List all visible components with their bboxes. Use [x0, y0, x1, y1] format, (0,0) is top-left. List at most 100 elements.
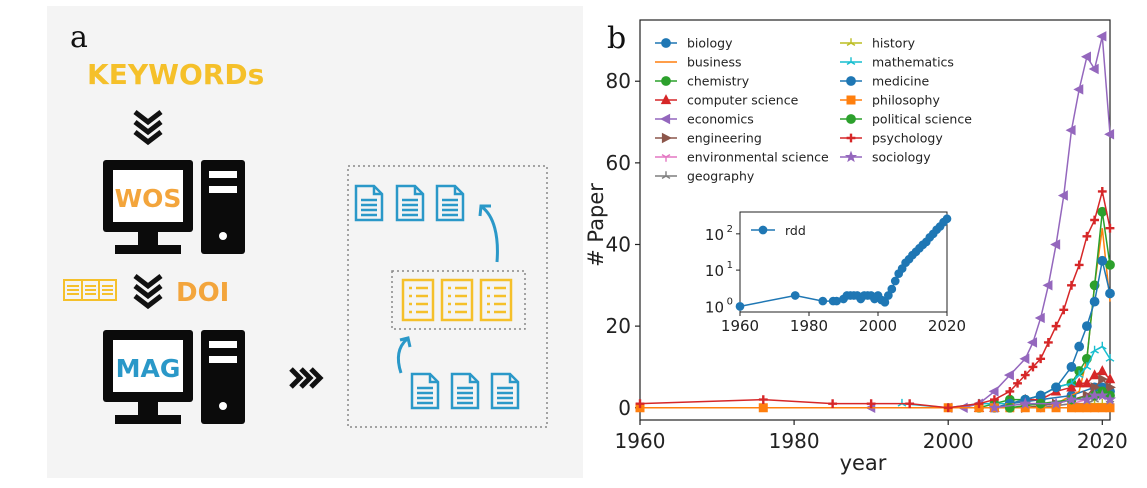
legend-entry: engineering [655, 131, 762, 146]
data-point [1105, 403, 1115, 413]
data-point [1020, 370, 1030, 380]
document-icons-bottom [410, 372, 520, 410]
legend-marker [660, 94, 672, 105]
data-point [1051, 321, 1061, 331]
chevron-down-icon [133, 274, 163, 310]
inset-legend-entry: rdd [751, 223, 806, 238]
y-tick-label: 60 [606, 151, 631, 175]
legend-entry: business [655, 55, 741, 70]
document-icon [435, 184, 465, 222]
inset-y-tick-label: 10 [705, 262, 724, 280]
data-point [1027, 337, 1038, 348]
inset-data-point [887, 284, 897, 294]
data-point [1081, 377, 1093, 388]
data-point [1042, 280, 1053, 291]
chart-panel: b 1960 1980 2000 2020 0 20 40 60 80 biology busin… [584, 0, 1147, 484]
data-point [1049, 397, 1063, 409]
data-point [1080, 393, 1093, 405]
workflow-panel: a KEYWORDs WOS DOI [47, 6, 583, 478]
panel-a-label: a [70, 20, 88, 55]
data-point [1019, 353, 1030, 365]
inset-x-tick-label: 2020 [928, 317, 966, 335]
keywords-label: KEYWORDs [87, 58, 264, 91]
data-point [1050, 239, 1061, 250]
data-point [1098, 373, 1109, 385]
legend-entry: chemistry [655, 74, 750, 89]
inset-x-tick-label: 1980 [790, 317, 828, 335]
data-point [1035, 390, 1046, 401]
x-axis-label: year [840, 451, 887, 475]
legend-entry: mathematics [840, 55, 954, 70]
data-point [1034, 312, 1045, 324]
data-point [905, 399, 915, 409]
legend-entry: biology [655, 36, 733, 51]
legend-label: chemistry [687, 74, 750, 89]
data-point [1013, 378, 1022, 388]
curved-arrow-icon [396, 336, 412, 374]
inset-x-tick-label: 2000 [859, 317, 897, 335]
inset-y-tick-exponent: 2 [727, 224, 733, 235]
list-icon [479, 278, 513, 322]
legend-marker [846, 95, 856, 105]
list-icons [401, 278, 513, 322]
document-icon [354, 184, 384, 222]
data-point [1057, 190, 1068, 201]
inset-legend-label: rdd [785, 223, 806, 238]
inset-y-tick-exponent: 1 [727, 260, 733, 271]
data-point [1082, 403, 1092, 413]
data-point [1104, 129, 1115, 140]
data-point [1090, 403, 1100, 413]
data-point [1097, 365, 1108, 376]
data-point [1067, 378, 1076, 387]
legend-label: political science [872, 112, 972, 127]
data-point [758, 395, 768, 404]
data-point [1089, 369, 1100, 380]
legend-marker [846, 57, 856, 66]
data-point [1097, 403, 1107, 413]
curved-arrow-icon [478, 204, 499, 263]
data-point [1105, 353, 1115, 362]
series-chemistry [974, 206, 1115, 413]
legend-label: medicine [872, 74, 930, 89]
legend-marker [661, 38, 671, 48]
table-icon [63, 279, 117, 301]
data-point [635, 399, 645, 409]
data-point [1065, 124, 1076, 136]
data-point [1073, 84, 1084, 95]
legend-marker [661, 171, 671, 180]
data-point [1088, 63, 1099, 75]
y-tick-label: 80 [606, 69, 631, 93]
data-point [1082, 231, 1092, 241]
data-point [1005, 387, 1015, 396]
document-icon [450, 372, 480, 410]
x-tick-label: 1980 [769, 429, 820, 453]
data-point [1028, 362, 1038, 372]
x-tick-label: 1960 [615, 429, 666, 453]
data-point [1089, 296, 1100, 307]
document-icon [490, 372, 520, 410]
legend-label: psychology [872, 131, 943, 146]
mag-computer-icon [103, 330, 245, 424]
data-point [1066, 403, 1076, 413]
data-point [1003, 369, 1014, 381]
inset-y-tick-label: 10 [705, 226, 724, 244]
data-point [1090, 382, 1101, 393]
data-point [943, 403, 953, 413]
legend-marker [846, 76, 856, 86]
data-point [1074, 341, 1085, 352]
chevron-right-icon [289, 367, 324, 389]
inset-data-point [890, 276, 900, 286]
mag-label: MAG [116, 354, 181, 383]
chevron-down-icon [133, 110, 163, 146]
inset-data-point [735, 302, 745, 311]
legend-marker [846, 38, 856, 47]
data-point [1097, 341, 1107, 350]
data-point [1105, 223, 1115, 233]
list-icon [401, 278, 435, 322]
data-point [897, 398, 907, 407]
data-point [1096, 31, 1107, 42]
inset-data-point [790, 291, 800, 300]
